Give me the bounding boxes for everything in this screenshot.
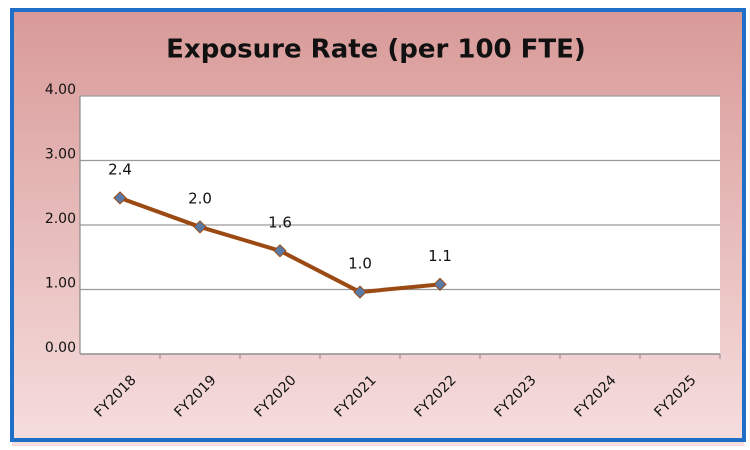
y-tick-label: 4.00: [45, 82, 76, 98]
marker: [433, 277, 447, 292]
marker: [353, 285, 367, 299]
data-label: 1.6: [268, 213, 292, 231]
marker: [113, 191, 127, 205]
y-tick-label: 1.00: [45, 276, 76, 292]
chart-title: Exposure Rate (per 100 FTE): [166, 35, 586, 65]
y-tick-label: 3.00: [45, 147, 76, 163]
marker: [273, 244, 287, 258]
y-tick-label: 0.00: [45, 340, 76, 356]
y-tick-label: 2.00: [45, 211, 76, 227]
data-label: 1.0: [348, 255, 372, 273]
data-label: 2.4: [108, 160, 132, 178]
data-label: 2.0: [188, 189, 212, 207]
frame: [10, 8, 746, 442]
marker: [193, 220, 207, 234]
data-label: 1.1: [428, 247, 452, 265]
